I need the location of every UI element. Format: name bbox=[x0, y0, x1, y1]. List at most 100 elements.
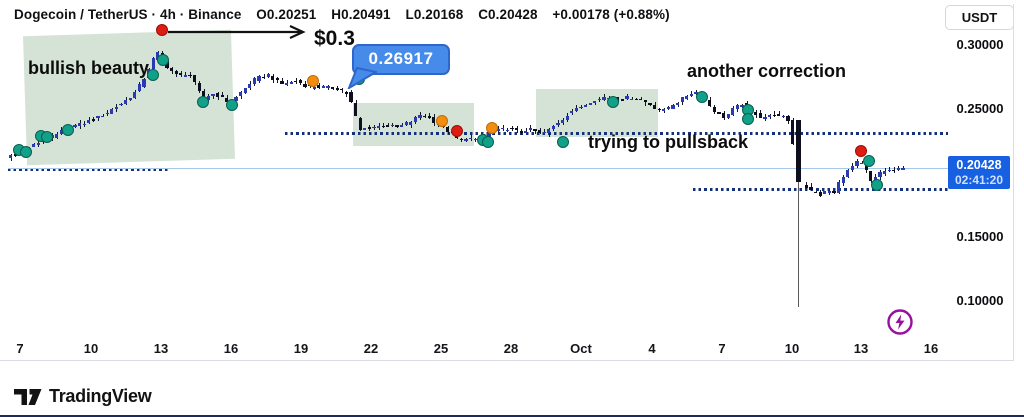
candle-body bbox=[653, 105, 657, 109]
candle-body bbox=[496, 128, 500, 132]
trend-arrow[interactable] bbox=[166, 24, 316, 40]
candle-body bbox=[234, 97, 238, 101]
candle-body bbox=[271, 75, 275, 80]
candle-body bbox=[689, 94, 693, 97]
candle-body bbox=[505, 129, 509, 132]
candle-body bbox=[349, 92, 353, 103]
candle-body bbox=[676, 102, 680, 106]
candle-body bbox=[413, 117, 417, 122]
annotation-another-correction[interactable]: another correction bbox=[687, 61, 847, 81]
dotted-level-line bbox=[285, 131, 948, 135]
crash-candle-body bbox=[796, 120, 801, 182]
candle-body bbox=[73, 125, 77, 127]
price-target-text[interactable]: $0.3 bbox=[314, 27, 355, 50]
candle-wick bbox=[461, 138, 463, 143]
candle-body bbox=[427, 115, 431, 119]
candle-body bbox=[777, 113, 781, 116]
candle-wick bbox=[525, 127, 527, 132]
candle-body bbox=[528, 128, 532, 130]
candle-body bbox=[285, 83, 289, 85]
tradingview-logo[interactable]: TradingView bbox=[14, 386, 152, 407]
candle-body bbox=[538, 130, 542, 134]
candle-body bbox=[262, 76, 266, 79]
candle-body bbox=[469, 137, 473, 140]
candle-wick bbox=[392, 122, 394, 127]
candle-body bbox=[542, 131, 546, 134]
candle-wick bbox=[691, 91, 693, 98]
candle-body bbox=[556, 123, 560, 126]
candle-body bbox=[82, 123, 86, 126]
candle-wick bbox=[213, 94, 214, 100]
candle-body bbox=[239, 92, 243, 97]
candle-body bbox=[579, 106, 583, 109]
chart-plot-area[interactable]: $0.3 0.26917 bullish beauty another corr… bbox=[0, 0, 1014, 360]
candle-body bbox=[754, 112, 758, 116]
candle-body bbox=[36, 142, 40, 145]
candle-body bbox=[584, 104, 588, 107]
price-axis-separator bbox=[1013, 4, 1014, 361]
dotted-level-line bbox=[693, 188, 948, 191]
candle-body bbox=[510, 127, 514, 130]
candle-wick bbox=[282, 78, 283, 85]
bar-countdown: 02:41:20 bbox=[954, 173, 1004, 187]
candle-body bbox=[105, 112, 109, 115]
dotted-level-line bbox=[8, 168, 168, 172]
candle-wick bbox=[185, 72, 187, 77]
candle-body bbox=[151, 58, 155, 69]
candle-body bbox=[280, 81, 284, 84]
symbol-info-bar: Dogecoin / TetherUS · 4h · Binance O0.20… bbox=[14, 7, 681, 22]
ohlc-close: C0.20428 bbox=[478, 7, 538, 22]
candle-body bbox=[878, 172, 882, 178]
annotation-trying-to-pullback[interactable]: trying to pullsback bbox=[588, 132, 749, 152]
candle-body bbox=[860, 162, 864, 165]
time-tick-label: 7 bbox=[718, 341, 726, 356]
candle-body bbox=[735, 104, 739, 110]
last-price-label[interactable]: 0.20428 02:41:20 bbox=[948, 156, 1010, 189]
candle-body bbox=[372, 126, 376, 129]
time-tick-label: 16 bbox=[923, 341, 939, 356]
time-tick-label: 19 bbox=[293, 341, 309, 356]
candle-body bbox=[248, 84, 252, 89]
candle-body bbox=[588, 103, 592, 106]
candle-wick bbox=[636, 97, 638, 100]
candle-wick bbox=[581, 104, 582, 109]
candle-wick bbox=[341, 87, 343, 94]
candle-body bbox=[726, 114, 730, 118]
candle-body bbox=[763, 117, 767, 119]
candle-body bbox=[446, 127, 450, 133]
candle-body bbox=[119, 103, 123, 106]
candle-body bbox=[354, 103, 358, 116]
candle-body bbox=[708, 100, 712, 107]
candle-body bbox=[680, 97, 684, 102]
red-signal-dot bbox=[156, 24, 168, 37]
candle-body bbox=[170, 67, 174, 72]
price-tick-label: 0.30000 bbox=[956, 37, 1004, 52]
time-tick-label: 25 bbox=[433, 341, 449, 356]
time-tick-label: 16 bbox=[223, 341, 239, 356]
candle-body bbox=[643, 99, 647, 103]
candle-wick bbox=[535, 129, 536, 135]
annotation-bullish-beauty[interactable]: bullish beauty bbox=[28, 58, 150, 78]
candle-body bbox=[634, 98, 638, 101]
candle-body bbox=[9, 155, 13, 158]
candle-body bbox=[869, 171, 873, 181]
candle-wick bbox=[889, 166, 891, 173]
candle-body bbox=[823, 191, 827, 194]
candle-wick bbox=[631, 97, 633, 101]
candle-body bbox=[404, 122, 408, 126]
candle-body bbox=[32, 144, 36, 148]
teal-signal-dot bbox=[742, 112, 754, 125]
red-signal-dot bbox=[451, 125, 463, 138]
ohlc-open: O0.20251 bbox=[256, 7, 317, 22]
time-tick-label: 10 bbox=[784, 341, 800, 356]
tradingview-logo-icon bbox=[14, 388, 42, 405]
boost-lightning-icon[interactable] bbox=[884, 306, 916, 338]
symbol-title[interactable]: Dogecoin / TetherUS · 4h · Binance bbox=[14, 7, 242, 22]
candle-body bbox=[294, 80, 298, 83]
candle-body bbox=[657, 108, 661, 111]
candle-wick bbox=[903, 165, 904, 170]
candle-body bbox=[515, 128, 519, 131]
candle-body bbox=[432, 117, 436, 124]
candle-body bbox=[110, 109, 114, 114]
candle-body bbox=[220, 94, 224, 97]
